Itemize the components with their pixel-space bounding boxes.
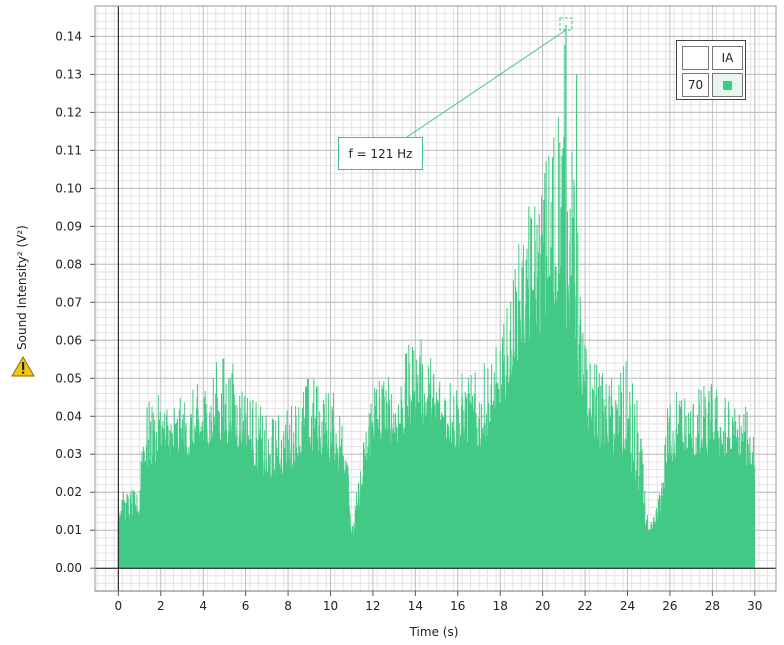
x-tick-label: 14 <box>408 599 423 613</box>
annotation-layer <box>406 17 573 138</box>
x-tick-label: 26 <box>662 599 677 613</box>
y-tick-label: 0.09 <box>55 219 82 233</box>
x-tick-label: 28 <box>705 599 720 613</box>
y-tick-label: 0.05 <box>55 371 82 385</box>
legend-swatch <box>723 80 732 90</box>
x-tick-label: 10 <box>323 599 338 613</box>
y-tick-label: 0.00 <box>55 561 82 575</box>
y-tick-label: 0.06 <box>55 333 82 347</box>
x-tick-label: 2 <box>157 599 165 613</box>
y-tick-label: 0.08 <box>55 257 82 271</box>
y-tick-label: 0.07 <box>55 295 82 309</box>
x-tick-label: 18 <box>493 599 508 613</box>
axes-layer <box>94 5 777 592</box>
y-tick-label: 0.03 <box>55 447 82 461</box>
y-axis-title-group: Sound Intensity² (V²) <box>15 225 29 350</box>
legend[interactable]: IA 70 <box>676 40 746 100</box>
y-tick-label: 0.14 <box>55 29 82 43</box>
x-axis-ticks: 0 2 4 6 8 10 12 14 16 18 20 22 24 26 28 30 <box>115 591 762 613</box>
x-axis-title: Time (s) <box>409 625 459 639</box>
x-tick-label: 4 <box>199 599 207 613</box>
legend-corner-cell <box>682 46 709 70</box>
legend-row-label: 70 <box>682 73 709 97</box>
peak-leader-line <box>406 29 567 138</box>
legend-swatch-cell[interactable] <box>712 73 743 97</box>
x-tick-label: 8 <box>284 599 292 613</box>
y-tick-label: 0.02 <box>55 485 82 499</box>
y-tick-label: 0.13 <box>55 67 82 81</box>
y-axis-ticks: 0.00 0.01 0.02 0.03 0.04 0.05 0.06 0.07 0.08 0.09… <box>55 29 95 575</box>
warning-icon[interactable] <box>11 356 35 377</box>
y-axis-title: Sound Intensity² (V²) <box>15 225 29 350</box>
y-tick-label: 0.04 <box>55 409 82 423</box>
x-tick-label: 12 <box>365 599 380 613</box>
peak-annotation-label: f = 121 Hz <box>338 137 423 170</box>
series-layer <box>117 24 755 569</box>
x-tick-label: 22 <box>577 599 592 613</box>
legend-header: IA <box>712 46 743 70</box>
y-tick-label: 0.11 <box>55 143 82 157</box>
y-tick-label: 0.01 <box>55 523 82 537</box>
x-tick-label: 0 <box>115 599 123 613</box>
x-tick-label: 24 <box>620 599 635 613</box>
x-tick-label: 6 <box>242 599 250 613</box>
x-tick-label: 16 <box>450 599 465 613</box>
x-tick-label: 30 <box>747 599 762 613</box>
x-tick-label: 20 <box>535 599 550 613</box>
y-tick-label: 0.10 <box>55 181 82 195</box>
y-tick-label: 0.12 <box>55 105 82 119</box>
